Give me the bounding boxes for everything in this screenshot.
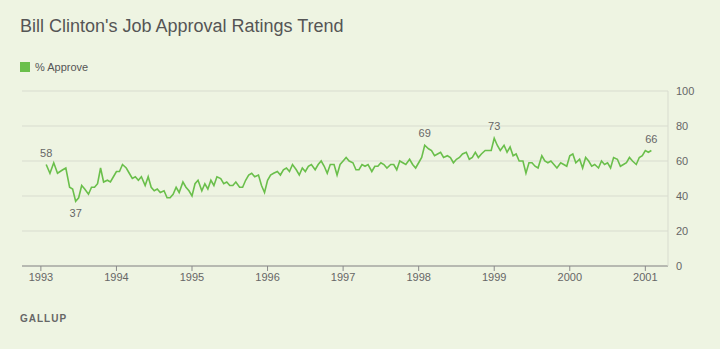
html-text:Bill Clinton's Job Approval Ra: Bill Clinton's Job Approval Ratings Tren…: [20, 16, 344, 36]
svg-text:1993: 1993: [29, 271, 53, 283]
svg-text:1996: 1996: [255, 271, 279, 283]
svg-text:1998: 1998: [406, 271, 430, 283]
svg-text:0: 0: [676, 260, 682, 272]
svg-text:20: 20: [676, 225, 688, 237]
svg-text:2000: 2000: [558, 271, 582, 283]
svg-text:2001: 2001: [633, 271, 657, 283]
svg-text:37: 37: [70, 207, 82, 219]
html-text:% Approve: % Approve: [35, 61, 89, 73]
svg-text:100: 100: [676, 85, 694, 97]
svg-text:40: 40: [676, 190, 688, 202]
svg-text:1994: 1994: [104, 271, 128, 283]
svg-text:73: 73: [488, 120, 500, 132]
svg-text:80: 80: [676, 120, 688, 132]
svg-text:1995: 1995: [180, 271, 204, 283]
svg-text:69: 69: [419, 127, 431, 139]
svg-text:1999: 1999: [482, 271, 506, 283]
svg-text:66: 66: [645, 133, 657, 145]
html-text:GALLUP: GALLUP: [20, 313, 68, 324]
svg-text:1997: 1997: [331, 271, 355, 283]
svg-text:58: 58: [40, 147, 52, 159]
svg-text:60: 60: [676, 155, 688, 167]
